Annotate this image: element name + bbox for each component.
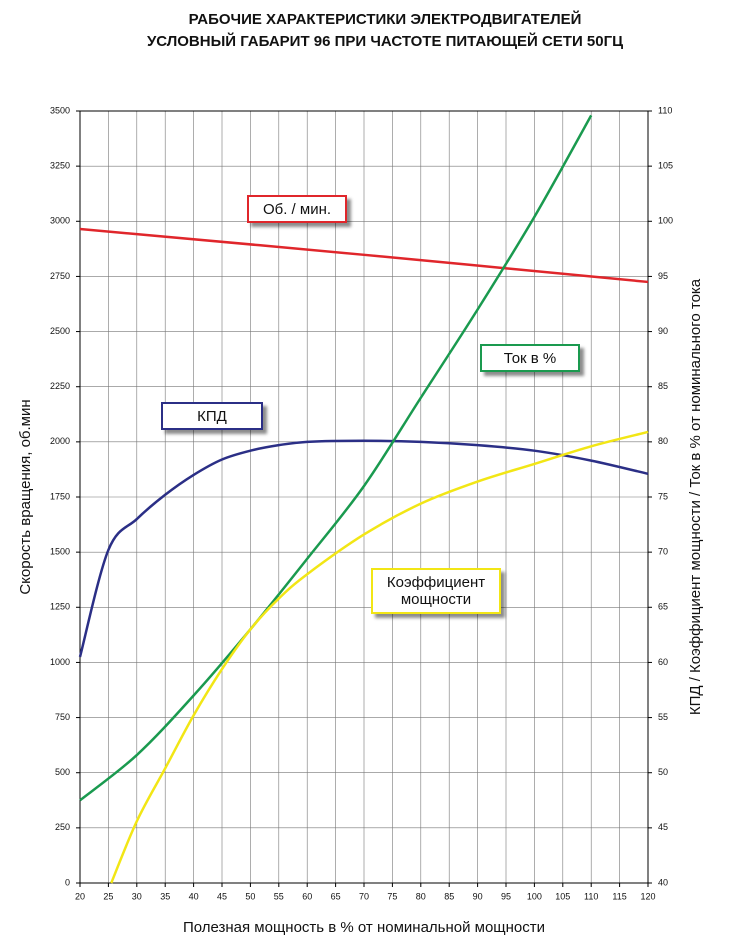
- x-tick-label: 55: [274, 891, 284, 901]
- y2-tick-label: 85: [658, 381, 668, 391]
- x-tick-label: 50: [245, 891, 255, 901]
- y2-tick-label: 110: [658, 105, 672, 115]
- y-tick-label: 250: [55, 822, 70, 832]
- y2-tick-label: 90: [658, 326, 668, 336]
- line-series: [110, 430, 649, 884]
- x-tick-label: 45: [217, 891, 227, 901]
- chart-title: РАБОЧИЕ ХАРАКТЕРИСТИКИ ЭЛЕКТРОДВИГАТЕЛЕЙ: [189, 10, 582, 28]
- y2-axis-label: КПД / Коэффициент мощности / Ток в % от …: [687, 278, 704, 715]
- y2-tick-label: 95: [658, 271, 668, 281]
- line-series: [79, 114, 593, 802]
- x-tick-label: 20: [75, 891, 85, 901]
- y2-tick-label: 80: [658, 436, 668, 446]
- line-series: [79, 227, 649, 284]
- x-tick-label: 110: [584, 891, 598, 901]
- x-tick-label: 75: [387, 891, 397, 901]
- x-tick-label: 100: [527, 891, 542, 901]
- y-tick-label: 0: [65, 877, 70, 887]
- x-tick-label: 60: [302, 891, 312, 901]
- y2-tick-label: 40: [658, 877, 668, 887]
- legend-entry: Ток в %: [480, 344, 580, 372]
- x-tick-label: 25: [103, 891, 113, 901]
- y-tick-label: 3000: [50, 216, 70, 226]
- y2-tick-label: 75: [658, 491, 668, 501]
- y2-tick-label: 60: [658, 657, 668, 667]
- y-tick-label: 3250: [50, 161, 70, 171]
- y-tick-label: 2000: [50, 436, 70, 446]
- legend-entry: КПД: [161, 402, 263, 430]
- y2-tick-label: 45: [658, 822, 668, 832]
- y2-tick-label: 105: [658, 161, 673, 171]
- x-tick-label: 40: [189, 891, 199, 901]
- x-tick-label: 35: [160, 891, 170, 901]
- legend-entry: Коэффициент мощности: [371, 568, 501, 614]
- x-tick-label: 30: [132, 891, 142, 901]
- x-tick-label: 115: [612, 891, 626, 901]
- y2-tick-label: 70: [658, 547, 668, 557]
- y2-tick-label: 55: [658, 712, 668, 722]
- y-tick-label: 500: [55, 767, 70, 777]
- y-tick-label: 2750: [50, 271, 70, 281]
- x-axis-label: Полезная мощность в % от номинальной мощ…: [183, 919, 545, 936]
- y2-tick-label: 65: [658, 602, 668, 612]
- y-tick-label: 750: [55, 712, 70, 722]
- y2-tick-label: 50: [658, 767, 668, 777]
- plot-frame: [79, 110, 649, 884]
- x-tick-label: 65: [331, 891, 341, 901]
- y-tick-label: 1250: [50, 602, 70, 612]
- y-tick-label: 2500: [50, 326, 70, 336]
- y-axis-label: Скорость вращения, об.мин: [17, 399, 34, 594]
- y-tick-label: 1000: [50, 657, 70, 667]
- legend-entry: Об. / мин.: [247, 195, 347, 223]
- y-tick-label: 3500: [50, 105, 70, 115]
- y2-tick-label: 100: [658, 216, 673, 226]
- chart-title: УСЛОВНЫЙ ГАБАРИТ 96 ПРИ ЧАСТОТЕ ПИТАЮЩЕЙ…: [147, 32, 623, 50]
- x-tick-label: 95: [501, 891, 511, 901]
- x-tick-label: 120: [640, 891, 655, 901]
- line-series: [78, 439, 649, 658]
- x-tick-label: 70: [359, 891, 369, 901]
- y-tick-label: 1750: [50, 491, 70, 501]
- y-tick-label: 1500: [50, 547, 70, 557]
- y-tick-label: 2250: [50, 381, 70, 391]
- x-tick-label: 105: [555, 891, 570, 901]
- x-tick-label: 90: [473, 891, 483, 901]
- x-tick-label: 85: [444, 891, 454, 901]
- x-tick-label: 80: [416, 891, 426, 901]
